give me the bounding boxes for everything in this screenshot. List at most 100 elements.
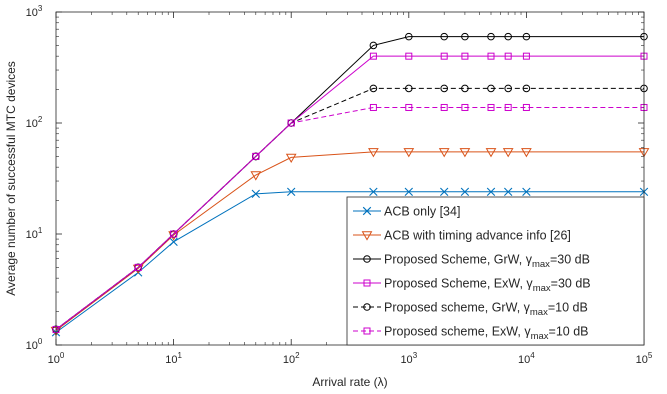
- series-1: [50, 148, 650, 337]
- legend-label-text: Proposed Scheme, GrW, γ: [384, 253, 533, 267]
- x-tick-label: 102: [283, 351, 300, 366]
- circle-marker: [487, 84, 495, 93]
- x-tick-base: 10: [165, 354, 177, 366]
- triangle-marker: [438, 148, 450, 158]
- series-line: [55, 151, 644, 331]
- legend-label-suffix: =10 dB: [548, 301, 588, 315]
- square-marker: [461, 52, 469, 60]
- x-tick-base: 10: [400, 354, 412, 366]
- square-marker: [504, 103, 512, 111]
- square-marker: [369, 103, 377, 111]
- circle-marker: [440, 84, 449, 93]
- circle-marker: [487, 32, 495, 41]
- legend-box: [346, 196, 645, 346]
- circle-marker: [461, 84, 469, 93]
- square-marker: [487, 103, 495, 111]
- legend-label: Proposed Scheme, GrW, γmax=30 dB: [384, 253, 590, 271]
- legend-label-subscript: max: [533, 283, 551, 294]
- x-marker-stroke: [522, 187, 531, 196]
- x-marker: [460, 187, 470, 196]
- x-tick-exponent: 5: [648, 351, 653, 360]
- legend-label-text: Proposed Scheme, ExW, γ: [384, 277, 533, 291]
- x-marker: [251, 189, 260, 199]
- x-tick-label: 100: [48, 351, 65, 366]
- y-tick-label: 102: [26, 115, 43, 130]
- square-marker: [504, 52, 512, 60]
- x-tick-label: 104: [518, 351, 535, 366]
- x-marker: [503, 187, 513, 196]
- legend-label-subscript: max: [532, 259, 550, 270]
- legend-label-suffix: =10 dB: [549, 325, 589, 339]
- x-marker-stroke: [503, 187, 513, 196]
- y-tick-base: 10: [26, 229, 38, 241]
- x-tick-exponent: 0: [60, 351, 65, 360]
- square-marker: [252, 152, 260, 160]
- triangle-marker: [250, 171, 262, 181]
- legend-label: Proposed Scheme, ExW, γmax=30 dB: [384, 277, 591, 295]
- y-tick-label: 101: [26, 226, 43, 241]
- x-tick-base: 10: [48, 354, 60, 366]
- x-axis-label: Arrival rate (λ): [312, 375, 387, 389]
- x-marker-stroke: [404, 187, 413, 196]
- square-marker: [487, 52, 495, 60]
- legend-entry: Proposed scheme, ExW, γmax=10 dB: [353, 325, 589, 342]
- circle-marker: [369, 41, 378, 50]
- circle-marker: [405, 32, 413, 41]
- triangle-marker: [459, 148, 471, 158]
- square-marker: [170, 230, 178, 238]
- x-tick-base: 10: [283, 354, 295, 366]
- square-marker: [440, 103, 448, 111]
- circle-marker: [504, 32, 512, 41]
- y-tick-exponent: 3: [38, 4, 43, 13]
- x-tick-label: 105: [636, 351, 653, 366]
- legend-label-text: Proposed scheme, ExW, γ: [384, 325, 531, 339]
- x-marker-stroke: [460, 187, 470, 196]
- x-marker-stroke: [287, 187, 296, 196]
- series-line: [55, 55, 644, 330]
- circle-marker: [504, 84, 512, 93]
- x-tick-exponent: 4: [530, 351, 535, 360]
- legend-entry: Proposed scheme, GrW, γmax=10 dB: [353, 301, 588, 318]
- legend-entry: Proposed Scheme, ExW, γmax=30 dB: [353, 277, 591, 295]
- circle-marker: [363, 303, 371, 311]
- legend-label-subscript: max: [531, 331, 549, 342]
- x-marker: [486, 187, 496, 196]
- y-axis-label: Average number of successful MTC devices: [4, 61, 18, 296]
- legend-label-text: Proposed scheme, GrW, γ: [384, 301, 531, 315]
- legend-label: ACB only [34]: [384, 205, 460, 219]
- x-marker: [404, 187, 413, 196]
- triangle-marker: [403, 148, 415, 158]
- legend-label: ACB with timing advance info [26]: [384, 229, 571, 243]
- x-tick-base: 10: [636, 354, 648, 366]
- x-tick-exponent: 3: [413, 351, 418, 360]
- y-tick-base: 10: [26, 118, 38, 130]
- circle-marker: [405, 84, 413, 93]
- circle-marker: [369, 84, 378, 93]
- legend-entry: ACB with timing advance info [26]: [353, 229, 571, 243]
- square-marker: [461, 103, 469, 111]
- circle-marker: [461, 32, 469, 41]
- triangle-marker: [485, 148, 497, 158]
- x-marker-stroke: [440, 187, 449, 196]
- y-tick-base: 10: [26, 340, 38, 352]
- square-marker: [522, 52, 530, 60]
- circle-marker: [522, 84, 531, 93]
- x-tick-label: 103: [400, 351, 417, 366]
- y-tick-exponent: 2: [38, 115, 43, 124]
- triangle-marker: [361, 231, 373, 241]
- triangle-marker: [368, 148, 379, 158]
- circle-marker: [522, 32, 531, 41]
- y-tick-base: 10: [26, 7, 38, 19]
- x-marker-stroke: [362, 206, 372, 216]
- x-marker: [440, 187, 449, 196]
- x-tick-label: 101: [165, 351, 182, 366]
- y-tick-exponent: 1: [38, 226, 43, 235]
- square-marker: [363, 327, 371, 335]
- series-line: [55, 106, 644, 330]
- x-marker: [287, 187, 296, 196]
- triangle-marker: [502, 148, 514, 158]
- circle-marker: [440, 32, 449, 41]
- x-marker: [169, 237, 178, 247]
- legend-label-suffix: =30 dB: [551, 277, 591, 291]
